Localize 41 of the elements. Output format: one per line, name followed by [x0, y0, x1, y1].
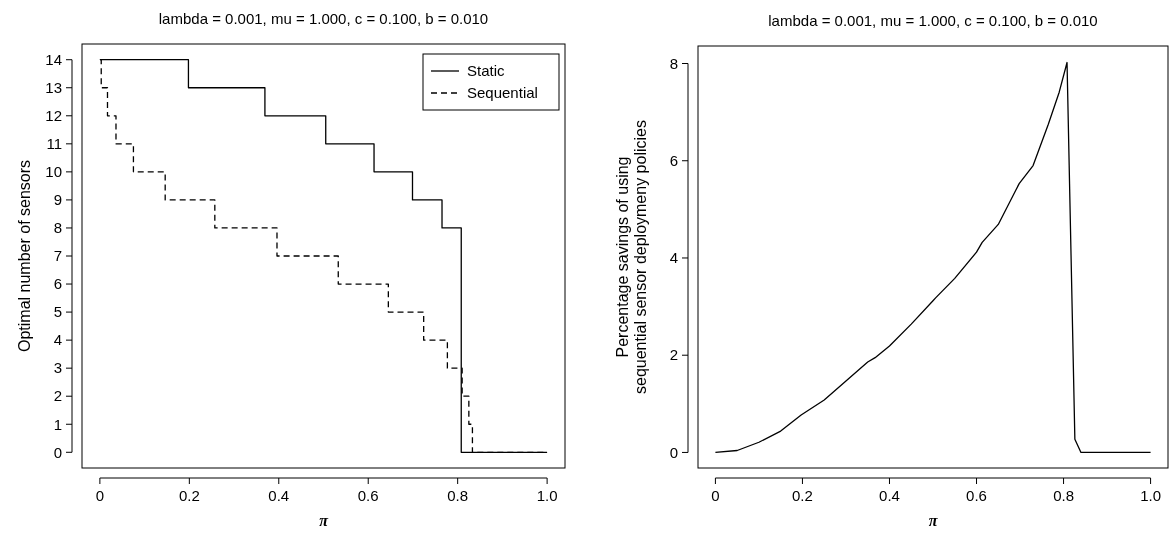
y-tick-label: 8	[669, 54, 678, 72]
y-tick-label: 0	[53, 443, 62, 461]
chart-title: lambda = 0.001, mu = 1.000, c = 0.100, b = 0.010	[158, 10, 489, 27]
y-tick-label: 2	[53, 387, 62, 405]
y-tick-label: 7	[53, 247, 62, 265]
y-tick-label: 6	[669, 151, 678, 169]
x-tick-label: 0.6	[966, 487, 987, 504]
y-tick-label: 2	[669, 346, 678, 364]
x-tick-label: 0.6	[357, 487, 379, 504]
x-tick-label: 0	[95, 487, 105, 504]
y-tick-label: 1	[53, 415, 62, 433]
y-tick-label: 3	[53, 359, 62, 377]
x-tick-label: 0.8	[1053, 487, 1074, 504]
x-axis-title: π	[928, 512, 939, 529]
x-axis-title: π	[319, 512, 330, 529]
x-tick-label: 1.0	[1140, 487, 1162, 504]
x-tick-label: 0.2	[178, 487, 200, 504]
legend-label: Sequential	[467, 84, 538, 102]
y-tick-label: 12	[45, 107, 62, 125]
chart-title: lambda = 0.001, mu = 1.000, c = 0.100, b = 0.010	[768, 12, 1098, 29]
y-tick-label: 14	[45, 50, 62, 68]
y-axis-title: Percentage savings of using sequential sensor deploymeny policies	[614, 120, 649, 394]
line-series	[714, 61, 1152, 454]
y-tick-label: 13	[45, 79, 62, 96]
y-tick-label: 0	[669, 443, 678, 461]
y-tick-label: 6	[53, 275, 62, 293]
y-tick-label: 4	[669, 249, 678, 267]
x-tick-label: 0.4	[879, 487, 900, 504]
y-tick-label: 11	[46, 135, 62, 153]
y-axis-title: Optimal number of sensors	[16, 159, 33, 353]
x-tick-label: 0.4	[268, 487, 290, 504]
x-tick-label: 1.0	[536, 487, 558, 504]
y-tick-label: 8	[53, 219, 62, 237]
y-tick-label: 5	[53, 303, 62, 321]
y-tick-label: 9	[53, 191, 62, 209]
y-tick-label: 10	[45, 163, 62, 181]
y-tick-label: 4	[53, 331, 62, 349]
x-tick-label: 0	[711, 487, 720, 504]
legend-label: Static	[467, 62, 506, 80]
x-tick-label: 0.2	[792, 487, 813, 504]
x-tick-label: 0.8	[447, 487, 469, 504]
